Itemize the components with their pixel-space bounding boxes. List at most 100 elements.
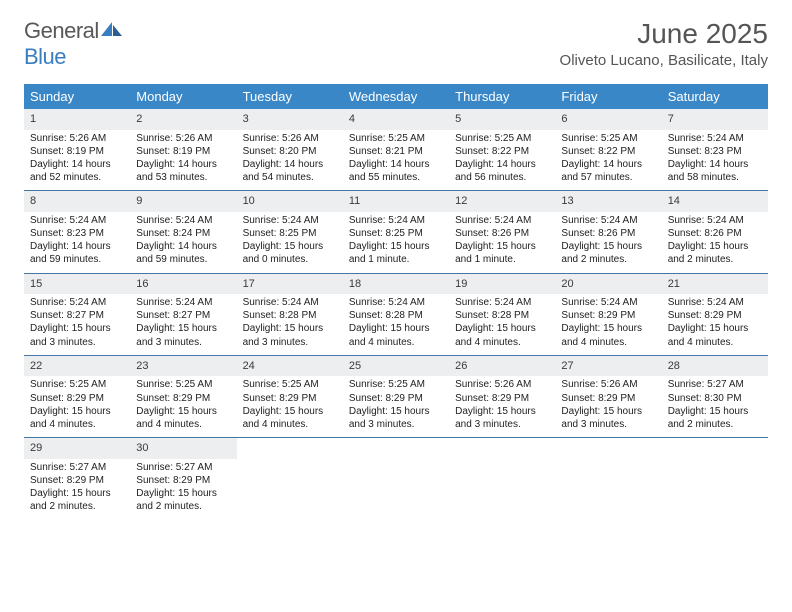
day-cell: 20Sunrise: 5:24 AMSunset: 8:29 PMDayligh…: [555, 274, 661, 355]
day-cell: 4Sunrise: 5:25 AMSunset: 8:21 PMDaylight…: [343, 109, 449, 190]
day-line-sunrise: Sunrise: 5:24 AM: [561, 296, 655, 309]
day-number: 3: [237, 109, 343, 130]
day-line-day2: and 4 minutes.: [349, 336, 443, 349]
day-line-day1: Daylight: 15 hours: [349, 240, 443, 253]
day-cell: 11Sunrise: 5:24 AMSunset: 8:25 PMDayligh…: [343, 191, 449, 272]
title-block: June 2025 Oliveto Lucano, Basilicate, It…: [560, 18, 768, 69]
day-line-sunset: Sunset: 8:19 PM: [136, 145, 230, 158]
day-line-day1: Daylight: 15 hours: [136, 322, 230, 335]
day-line-sunrise: Sunrise: 5:24 AM: [136, 214, 230, 227]
day-line-day2: and 59 minutes.: [136, 253, 230, 266]
dow-cell: Sunday: [24, 84, 130, 109]
day-line-day1: Daylight: 14 hours: [30, 158, 124, 171]
day-line-day2: and 52 minutes.: [30, 171, 124, 184]
day-line-sunset: Sunset: 8:19 PM: [30, 145, 124, 158]
day-number: 22: [24, 356, 130, 377]
day-line-sunset: Sunset: 8:21 PM: [349, 145, 443, 158]
day-line-day1: Daylight: 15 hours: [668, 322, 762, 335]
day-line-sunrise: Sunrise: 5:25 AM: [349, 132, 443, 145]
day-line-sunrise: Sunrise: 5:24 AM: [668, 296, 762, 309]
day-number: 8: [24, 191, 130, 212]
day-number: 27: [555, 356, 661, 377]
day-line-sunrise: Sunrise: 5:24 AM: [349, 296, 443, 309]
day-cell: 26Sunrise: 5:26 AMSunset: 8:29 PMDayligh…: [449, 356, 555, 437]
day-body: Sunrise: 5:25 AMSunset: 8:29 PMDaylight:…: [343, 376, 449, 431]
day-cell: 8Sunrise: 5:24 AMSunset: 8:23 PMDaylight…: [24, 191, 130, 272]
day-cell: 22Sunrise: 5:25 AMSunset: 8:29 PMDayligh…: [24, 356, 130, 437]
day-line-sunset: Sunset: 8:29 PM: [349, 392, 443, 405]
logo-word-general: General: [24, 18, 99, 43]
logo-word-blue: Blue: [24, 44, 66, 69]
day-line-sunrise: Sunrise: 5:27 AM: [668, 378, 762, 391]
day-number: 26: [449, 356, 555, 377]
day-line-day1: Daylight: 15 hours: [30, 487, 124, 500]
day-line-day2: and 3 minutes.: [136, 336, 230, 349]
day-line-sunset: Sunset: 8:27 PM: [30, 309, 124, 322]
week-row: 1Sunrise: 5:26 AMSunset: 8:19 PMDaylight…: [24, 109, 768, 191]
day-line-sunset: Sunset: 8:23 PM: [668, 145, 762, 158]
day-body: Sunrise: 5:24 AMSunset: 8:28 PMDaylight:…: [343, 294, 449, 349]
day-cell: [449, 438, 555, 519]
day-body: Sunrise: 5:24 AMSunset: 8:28 PMDaylight:…: [237, 294, 343, 349]
day-cell: [343, 438, 449, 519]
day-line-sunrise: Sunrise: 5:25 AM: [349, 378, 443, 391]
day-number: 28: [662, 356, 768, 377]
day-body: Sunrise: 5:24 AMSunset: 8:26 PMDaylight:…: [449, 212, 555, 267]
day-line-sunset: Sunset: 8:29 PM: [561, 309, 655, 322]
day-line-sunrise: Sunrise: 5:24 AM: [668, 132, 762, 145]
day-line-day2: and 0 minutes.: [243, 253, 337, 266]
day-line-day1: Daylight: 15 hours: [30, 322, 124, 335]
day-cell: 13Sunrise: 5:24 AMSunset: 8:26 PMDayligh…: [555, 191, 661, 272]
day-line-sunrise: Sunrise: 5:24 AM: [561, 214, 655, 227]
day-line-day1: Daylight: 15 hours: [561, 240, 655, 253]
day-cell: 2Sunrise: 5:26 AMSunset: 8:19 PMDaylight…: [130, 109, 236, 190]
day-cell: 23Sunrise: 5:25 AMSunset: 8:29 PMDayligh…: [130, 356, 236, 437]
day-line-day1: Daylight: 14 hours: [349, 158, 443, 171]
day-body: Sunrise: 5:24 AMSunset: 8:26 PMDaylight:…: [555, 212, 661, 267]
day-number: 21: [662, 274, 768, 295]
day-line-sunrise: Sunrise: 5:24 AM: [349, 214, 443, 227]
day-number: 10: [237, 191, 343, 212]
day-line-day1: Daylight: 15 hours: [243, 240, 337, 253]
day-line-sunset: Sunset: 8:28 PM: [455, 309, 549, 322]
day-body: Sunrise: 5:26 AMSunset: 8:29 PMDaylight:…: [449, 376, 555, 431]
day-line-sunset: Sunset: 8:27 PM: [136, 309, 230, 322]
day-line-sunset: Sunset: 8:24 PM: [136, 227, 230, 240]
day-line-sunset: Sunset: 8:28 PM: [349, 309, 443, 322]
day-line-day2: and 1 minute.: [349, 253, 443, 266]
dow-cell: Saturday: [662, 84, 768, 109]
day-line-sunrise: Sunrise: 5:24 AM: [455, 296, 549, 309]
day-body: Sunrise: 5:26 AMSunset: 8:19 PMDaylight:…: [24, 130, 130, 185]
week-row: 15Sunrise: 5:24 AMSunset: 8:27 PMDayligh…: [24, 274, 768, 356]
day-line-sunset: Sunset: 8:30 PM: [668, 392, 762, 405]
day-cell: 16Sunrise: 5:24 AMSunset: 8:27 PMDayligh…: [130, 274, 236, 355]
day-number: 1: [24, 109, 130, 130]
day-cell: 14Sunrise: 5:24 AMSunset: 8:26 PMDayligh…: [662, 191, 768, 272]
day-cell: 5Sunrise: 5:25 AMSunset: 8:22 PMDaylight…: [449, 109, 555, 190]
day-line-day1: Daylight: 15 hours: [243, 322, 337, 335]
day-line-sunrise: Sunrise: 5:24 AM: [136, 296, 230, 309]
day-body: Sunrise: 5:24 AMSunset: 8:27 PMDaylight:…: [24, 294, 130, 349]
day-line-sunrise: Sunrise: 5:24 AM: [30, 296, 124, 309]
day-line-day2: and 4 minutes.: [136, 418, 230, 431]
day-line-day2: and 58 minutes.: [668, 171, 762, 184]
day-line-sunrise: Sunrise: 5:25 AM: [243, 378, 337, 391]
day-line-sunrise: Sunrise: 5:27 AM: [30, 461, 124, 474]
day-cell: 15Sunrise: 5:24 AMSunset: 8:27 PMDayligh…: [24, 274, 130, 355]
day-line-day2: and 2 minutes.: [561, 253, 655, 266]
day-body: Sunrise: 5:25 AMSunset: 8:21 PMDaylight:…: [343, 130, 449, 185]
day-number: 25: [343, 356, 449, 377]
day-line-sunset: Sunset: 8:29 PM: [30, 474, 124, 487]
day-line-day2: and 3 minutes.: [561, 418, 655, 431]
day-cell: 25Sunrise: 5:25 AMSunset: 8:29 PMDayligh…: [343, 356, 449, 437]
day-body: Sunrise: 5:24 AMSunset: 8:25 PMDaylight:…: [237, 212, 343, 267]
calendar: SundayMondayTuesdayWednesdayThursdayFrid…: [0, 76, 792, 519]
day-line-day2: and 3 minutes.: [243, 336, 337, 349]
day-cell: 28Sunrise: 5:27 AMSunset: 8:30 PMDayligh…: [662, 356, 768, 437]
day-number: 11: [343, 191, 449, 212]
day-line-day1: Daylight: 14 hours: [561, 158, 655, 171]
header: General Blue June 2025 Oliveto Lucano, B…: [0, 0, 792, 76]
day-line-day1: Daylight: 15 hours: [136, 487, 230, 500]
day-line-sunset: Sunset: 8:28 PM: [243, 309, 337, 322]
day-cell: 10Sunrise: 5:24 AMSunset: 8:25 PMDayligh…: [237, 191, 343, 272]
